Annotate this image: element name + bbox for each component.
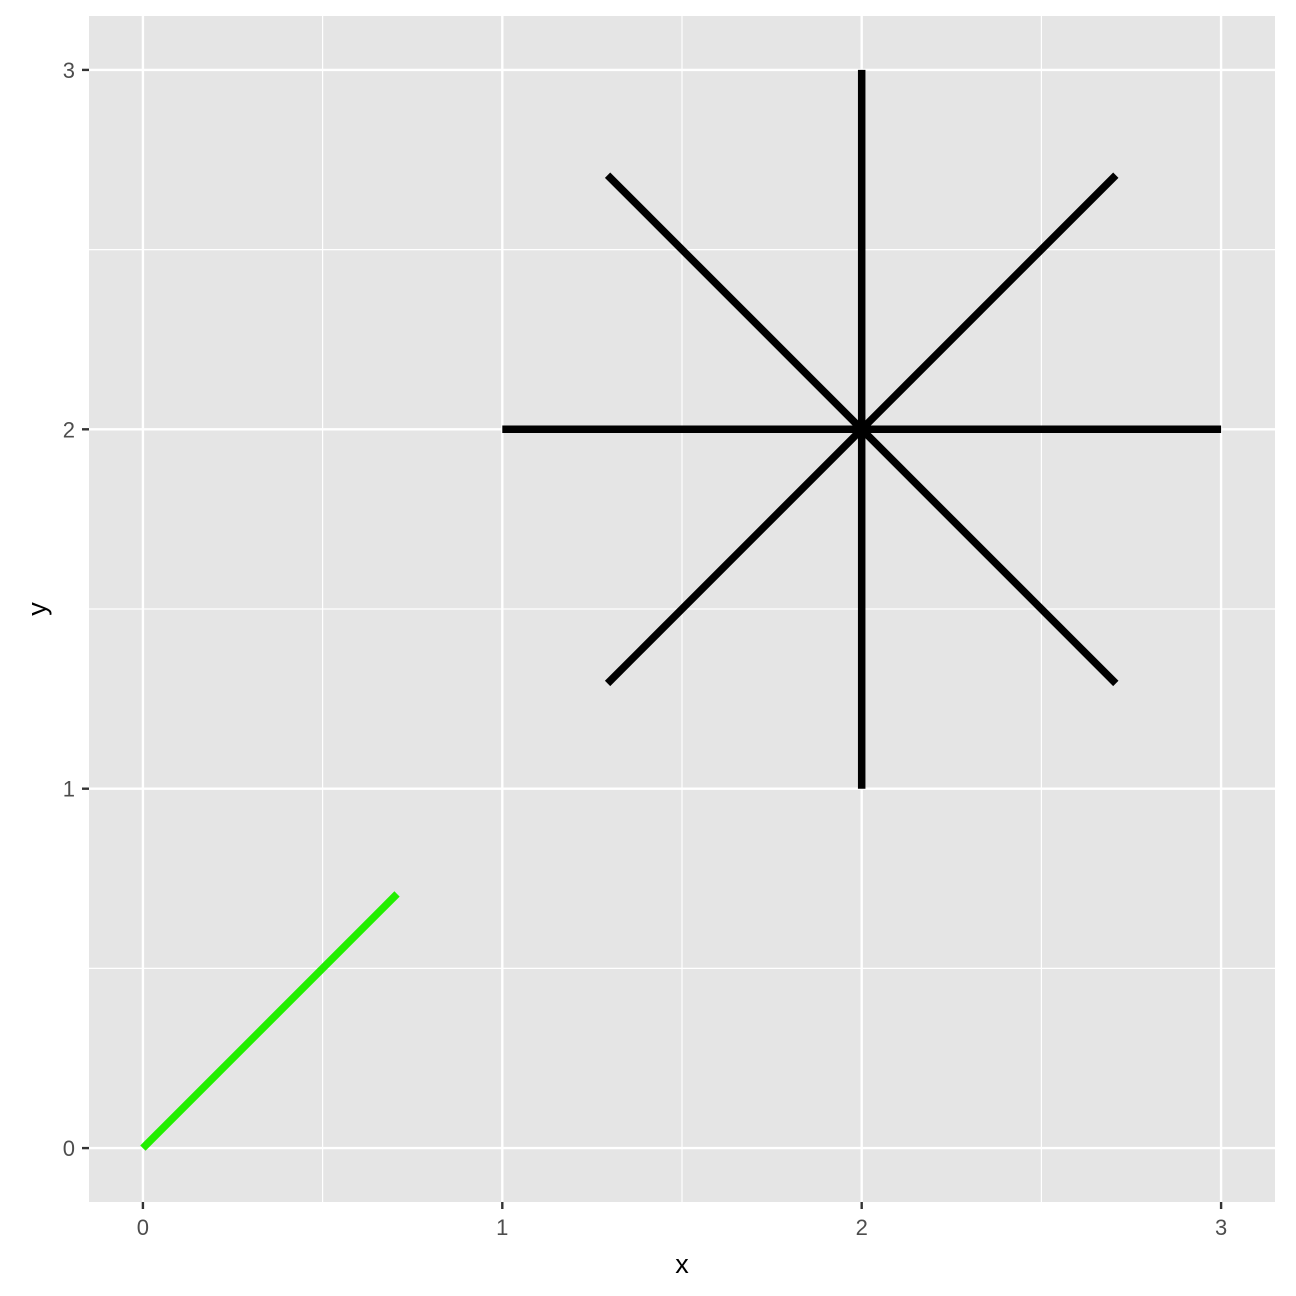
y-axis-title: y xyxy=(22,602,52,616)
x-tick-label: 2 xyxy=(856,1215,868,1240)
x-axis: 0 1 2 3 xyxy=(137,1202,1227,1240)
y-tick-label: 1 xyxy=(63,777,75,802)
x-tick-label: 0 xyxy=(137,1215,149,1240)
x-axis-title: x xyxy=(675,1249,689,1279)
data-segments xyxy=(140,69,1222,1151)
x-tick-label: 3 xyxy=(1215,1215,1227,1240)
y-axis: 0 1 2 3 xyxy=(63,58,89,1161)
y-tick-label: 3 xyxy=(63,58,75,83)
y-tick-label: 2 xyxy=(63,417,75,442)
green-segment xyxy=(140,891,400,1151)
x-tick-label: 1 xyxy=(496,1215,508,1240)
y-tick-label: 0 xyxy=(63,1136,75,1161)
black-segment xyxy=(604,172,1119,687)
